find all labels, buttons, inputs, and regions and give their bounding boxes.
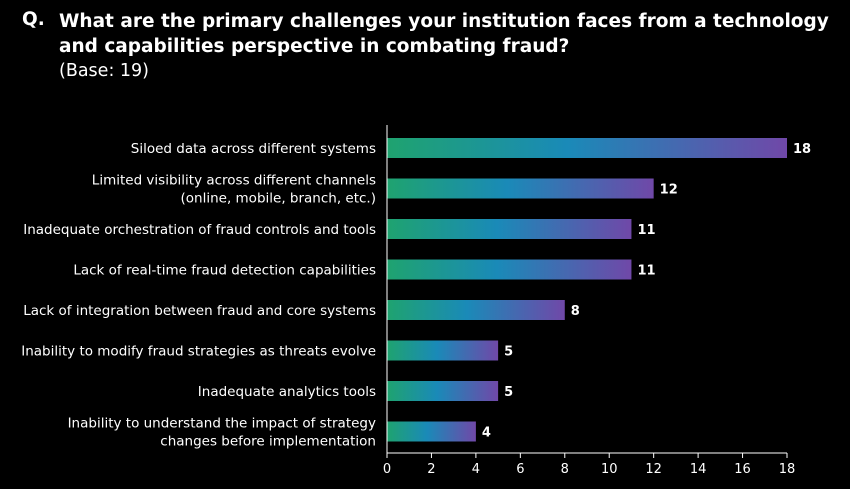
value-label-5: 5 xyxy=(504,345,513,360)
value-label-4: 8 xyxy=(571,304,580,319)
x-tick-label-7: 14 xyxy=(690,462,707,477)
question-prefix: Q. xyxy=(22,9,45,30)
value-label-6: 5 xyxy=(504,385,513,400)
x-tick-label-6: 12 xyxy=(645,462,662,477)
bar-4 xyxy=(387,300,565,320)
category-label-1: Limited visibility across different chan… xyxy=(92,173,376,207)
x-tick-label-4: 8 xyxy=(561,462,569,477)
value-label-2: 11 xyxy=(637,223,655,238)
category-label-6: Inadequate analytics tools xyxy=(198,384,376,400)
x-tick-label-0: 0 xyxy=(383,462,391,477)
category-label-3: Lack of real-time fraud detection capabi… xyxy=(73,263,376,279)
value-label-3: 11 xyxy=(637,264,655,279)
question-text: What are the primary challenges your ins… xyxy=(59,11,829,57)
x-tick-label-1: 2 xyxy=(427,462,435,477)
x-tick-label-8: 16 xyxy=(734,462,751,477)
bar-2 xyxy=(387,219,632,239)
bar-3 xyxy=(387,259,632,280)
question-base: (Base: 19) xyxy=(59,61,149,81)
category-label-5: Inability to modify fraud strategies as … xyxy=(21,344,376,360)
x-tick-label-3: 6 xyxy=(516,462,524,477)
value-label-0: 18 xyxy=(793,142,811,157)
category-label-4: Lack of integration between fraud and co… xyxy=(23,303,376,319)
bar-6 xyxy=(387,381,499,401)
bar-1 xyxy=(387,178,654,199)
bar-5 xyxy=(387,340,499,361)
bar-0 xyxy=(387,138,787,158)
category-label-0: Siloed data across different systems xyxy=(131,141,376,157)
x-tick-label-5: 10 xyxy=(601,462,618,477)
category-label-2: Inadequate orchestration of fraud contro… xyxy=(23,222,376,238)
category-label-7: Inability to understand the impact of st… xyxy=(68,416,376,450)
bar-7 xyxy=(387,421,476,442)
value-label-1: 12 xyxy=(660,183,678,198)
x-tick-label-2: 4 xyxy=(472,462,480,477)
x-tick-label-9: 18 xyxy=(779,462,796,477)
value-label-7: 4 xyxy=(482,426,491,441)
